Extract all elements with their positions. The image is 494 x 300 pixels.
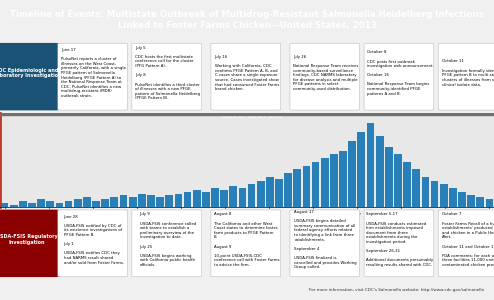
Text: October 11

Investigation formally identified
PFGE pattern B to multi-state
clus: October 11 Investigation formally identi… bbox=[442, 59, 494, 86]
Bar bbox=[339, 151, 347, 207]
Bar bbox=[92, 201, 100, 207]
Bar bbox=[330, 154, 338, 207]
Text: June 17

PulseNet reports a cluster of
illnesses on the West Coast,
primarily Ca: June 17 PulseNet reports a cluster of il… bbox=[61, 48, 126, 98]
FancyBboxPatch shape bbox=[132, 43, 202, 110]
Bar bbox=[28, 203, 36, 207]
Bar bbox=[431, 181, 439, 207]
Bar bbox=[65, 201, 73, 207]
Bar bbox=[312, 162, 320, 207]
Bar bbox=[193, 190, 201, 207]
Bar bbox=[275, 179, 283, 207]
Bar bbox=[220, 190, 228, 207]
Bar bbox=[293, 169, 301, 207]
Text: For more information, visit CDC's Salmonella website: http://www.cdc.gov/salmone: For more information, visit CDC's Salmon… bbox=[309, 288, 484, 292]
Bar bbox=[101, 199, 109, 207]
Text: September 5-17

USDA-FSIS conducts estimated
firm establishments imposed
documen: September 5-17 USDA-FSIS conducts estima… bbox=[367, 212, 433, 267]
FancyBboxPatch shape bbox=[211, 43, 281, 110]
Bar bbox=[321, 158, 329, 207]
Text: USDA-FSIS Regulatory
Investigation: USDA-FSIS Regulatory Investigation bbox=[0, 234, 58, 245]
Bar bbox=[239, 188, 247, 207]
Bar bbox=[302, 166, 310, 207]
Bar bbox=[458, 192, 466, 207]
FancyBboxPatch shape bbox=[364, 43, 434, 110]
Bar bbox=[129, 197, 136, 207]
FancyBboxPatch shape bbox=[211, 210, 281, 277]
Bar bbox=[184, 192, 192, 207]
Bar bbox=[385, 147, 393, 207]
Text: August 17

USDA-FSIS begins detailed
summary communication of all
federal agency: August 17 USDA-FSIS begins detailed summ… bbox=[294, 210, 357, 269]
FancyBboxPatch shape bbox=[364, 210, 434, 277]
Text: July 9

USDA-FSIS conference called
with teams to establish a
preliminary overvi: July 9 USDA-FSIS conference called with … bbox=[140, 212, 196, 267]
Bar bbox=[147, 196, 155, 207]
Bar bbox=[367, 123, 374, 207]
FancyBboxPatch shape bbox=[58, 210, 127, 277]
Bar bbox=[284, 173, 292, 207]
Bar bbox=[202, 192, 210, 207]
Text: July 26

National Response Team receives
community-based surveillance
findings. : July 26 National Response Team receives … bbox=[293, 55, 359, 91]
Bar bbox=[37, 199, 45, 207]
FancyBboxPatch shape bbox=[0, 210, 60, 277]
FancyBboxPatch shape bbox=[0, 43, 60, 110]
Bar bbox=[165, 196, 173, 207]
FancyBboxPatch shape bbox=[290, 210, 360, 277]
Bar bbox=[476, 197, 484, 207]
Bar bbox=[174, 194, 182, 207]
Bar bbox=[46, 201, 54, 207]
Bar bbox=[111, 197, 118, 207]
Bar bbox=[440, 184, 448, 207]
Bar bbox=[156, 197, 164, 207]
Bar bbox=[0, 203, 8, 207]
Bar bbox=[247, 184, 255, 207]
Bar bbox=[376, 136, 383, 207]
Bar bbox=[0, 113, 494, 115]
Text: July 16

Working with California, CDC
confirms PFGE Pattern A, B, and
C cases sh: July 16 Working with California, CDC con… bbox=[214, 55, 279, 91]
Bar bbox=[10, 205, 18, 207]
Bar bbox=[266, 177, 274, 207]
Text: WEEK OF ONSET DATE: WEEK OF ONSET DATE bbox=[221, 114, 282, 119]
Bar bbox=[412, 169, 420, 207]
Bar bbox=[211, 188, 219, 207]
Text: CDC Epidemiologic and
Laboratory Investigation: CDC Epidemiologic and Laboratory Investi… bbox=[0, 68, 61, 78]
Bar bbox=[74, 199, 82, 207]
Text: Timeline of Events: Multistate Outbreak of Multidrug-Resistant Salmonella Heidel: Timeline of Events: Multistate Outbreak … bbox=[10, 10, 484, 30]
Bar bbox=[19, 201, 27, 207]
Bar bbox=[449, 188, 457, 207]
Text: October 7

Foster Farms Recall of a hundred
establishments' produced turkey
and : October 7 Foster Farms Recall of a hundr… bbox=[442, 212, 494, 267]
Bar bbox=[421, 177, 429, 207]
Bar bbox=[467, 196, 475, 207]
Bar bbox=[257, 181, 265, 207]
FancyBboxPatch shape bbox=[438, 210, 494, 277]
Text: June 28

USDA-FSIS notified by CDC of
its existence investigations of
PFGE Patte: June 28 USDA-FSIS notified by CDC of its… bbox=[64, 215, 124, 265]
Bar bbox=[120, 196, 127, 207]
Text: July 5

CDC hosts the first multistate
conference call for the cluster
(PFG Patt: July 5 CDC hosts the first multistate co… bbox=[135, 46, 200, 100]
FancyBboxPatch shape bbox=[58, 43, 127, 110]
Bar bbox=[229, 186, 237, 207]
Bar bbox=[138, 194, 146, 207]
Text: August 8

The California and other West
Coast states to determine foster-
farm p: August 8 The California and other West C… bbox=[214, 212, 280, 267]
Bar bbox=[55, 203, 63, 207]
Bar bbox=[403, 162, 411, 207]
FancyBboxPatch shape bbox=[132, 210, 202, 277]
Bar bbox=[348, 141, 356, 207]
FancyBboxPatch shape bbox=[438, 43, 494, 110]
Bar bbox=[486, 199, 494, 207]
Bar bbox=[83, 197, 91, 207]
Bar bbox=[358, 132, 365, 207]
Bar bbox=[394, 154, 402, 207]
FancyBboxPatch shape bbox=[290, 43, 360, 110]
Text: October 8

CDC posts first outbreak
investigation web announcement.

October 16
: October 8 CDC posts first outbreak inves… bbox=[367, 50, 433, 96]
